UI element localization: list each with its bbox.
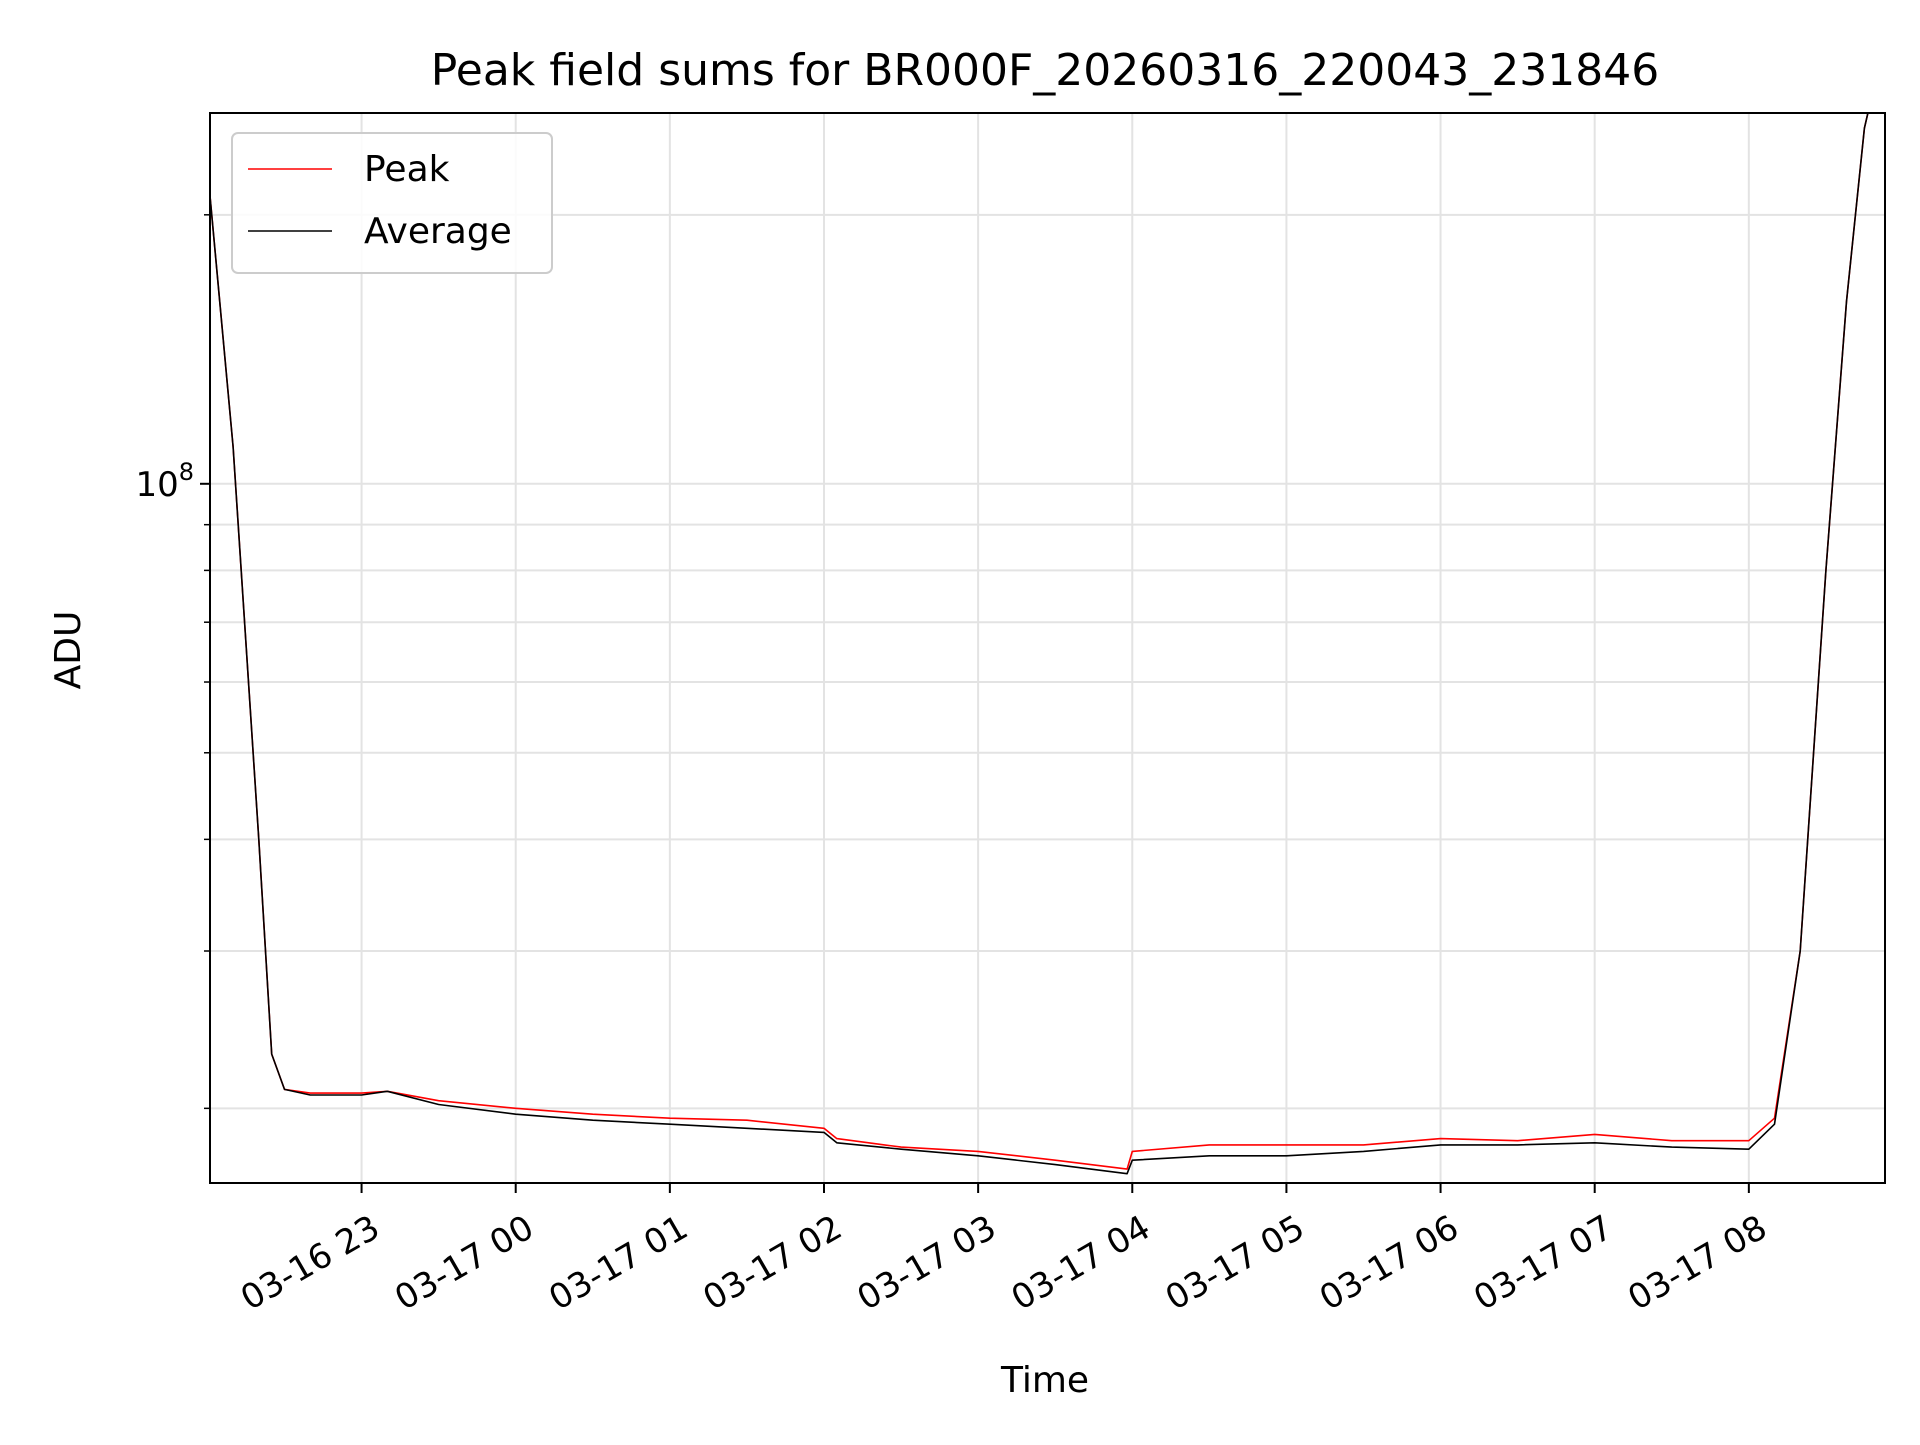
y-axis-label: ADU (48, 611, 89, 690)
grid-lines (210, 113, 1885, 1183)
plot-frame (209, 112, 1886, 1184)
legend-label-average: Average (364, 211, 512, 252)
x-axis-label: Time (1000, 1360, 1089, 1401)
legend: Peak Average (231, 132, 553, 274)
chart-title: Peak field sums for BR000F_20260316_2200… (431, 45, 1659, 96)
y-tick-label: 108 (135, 458, 194, 505)
series-line-average (210, 113, 1869, 1175)
plot-series (210, 113, 1869, 1175)
series-line-peak (210, 113, 1869, 1170)
legend-box (231, 132, 553, 274)
legend-label-peak: Peak (364, 149, 450, 190)
